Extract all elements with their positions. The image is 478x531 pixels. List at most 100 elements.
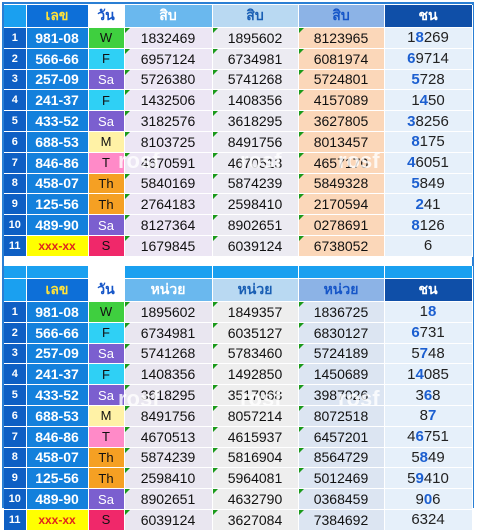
hit-highlight: 4: [415, 365, 424, 383]
number-cell: 257-09: [26, 69, 89, 91]
row-index: 5: [4, 110, 27, 132]
value-cell-2: 8057214: [212, 405, 299, 427]
hit-cell: 241: [384, 193, 473, 216]
table-row: 11 xxx-xx S 1679845 6039124 6738052 6: [4, 235, 473, 257]
value-cell-1: 5840169: [124, 173, 213, 195]
row-index: 6: [4, 131, 27, 153]
table-row: 4 241-37 F 1408356 1492850 1450689 14085: [4, 363, 473, 386]
hit-highlight: 6: [411, 324, 420, 342]
value-cell-2: 1408356: [212, 89, 299, 112]
hit-suffix: 085: [423, 365, 449, 383]
row-index: 3: [4, 69, 27, 91]
number-cell: 566-66: [26, 48, 89, 70]
hit-header: ชน: [384, 5, 473, 28]
table-row: 7 846-86 T 4670591 4670513 4657170 46051: [4, 152, 473, 174]
table-row: 8 458-07 Th 5874239 5816904 8564729 5849: [4, 447, 473, 469]
index-header: [4, 5, 27, 28]
hit-highlight: 8: [411, 216, 420, 234]
hit-cell: 6: [384, 235, 473, 257]
value-cell-1: 4670591: [124, 152, 213, 174]
hit-highlight: 4: [419, 91, 428, 109]
hit-highlight: 8: [415, 29, 424, 47]
hit-suffix: 731: [419, 324, 445, 342]
value-cell-1: 6039124: [124, 509, 213, 531]
gap-cell: [88, 266, 125, 279]
day-cell: F: [88, 322, 125, 344]
value-cell-3: 3627805: [298, 110, 385, 132]
value-cell-1: 5726380: [124, 69, 213, 91]
row-index: 9: [4, 467, 27, 490]
hit-highlight: 6: [415, 428, 424, 446]
hit-highlight: 8: [419, 448, 428, 466]
day-cell: S: [88, 235, 125, 257]
number-cell: 981-08: [26, 301, 89, 323]
hit-prefix: 1: [407, 29, 416, 47]
hit-suffix: 9714: [415, 50, 449, 68]
value-cell-3: 8564729: [298, 447, 385, 469]
hit-highlight: 5: [411, 174, 420, 192]
hit-cell: 6324: [384, 509, 473, 531]
hit-cell: 46751: [384, 426, 473, 448]
day-cell: Sa: [88, 343, 125, 365]
day-cell: Sa: [88, 488, 125, 510]
value-cell-3: 0278691: [298, 214, 385, 236]
number-cell: 433-52: [26, 384, 89, 406]
tens-header-2: สิบ: [212, 5, 299, 28]
value-cell-3: 1836725: [298, 301, 385, 323]
hit-prefix: 9: [415, 490, 424, 508]
day-cell: Th: [88, 193, 125, 216]
value-cell-1: 2598410: [124, 467, 213, 490]
value-cell-1: 1432506: [124, 89, 213, 112]
value-cell-2: 4670513: [212, 152, 299, 174]
value-cell-1: 2764183: [124, 193, 213, 216]
value-cell-3: 1450689: [298, 363, 385, 386]
number-cell: 688-53: [26, 405, 89, 427]
number-cell: 241-37: [26, 89, 89, 112]
value-cell-3: 8072518: [298, 405, 385, 427]
hit-suffix: 410: [423, 469, 449, 487]
day-cell: Th: [88, 173, 125, 195]
number-cell: 566-66: [26, 322, 89, 344]
hit-cell: 8126: [384, 214, 473, 236]
value-cell-1: 6734981: [124, 322, 213, 344]
table-row: 9 125-56 Th 2598410 5964081 5012469 59410: [4, 467, 473, 490]
hit-cell: 6731: [384, 322, 473, 344]
row-index: 4: [4, 363, 27, 386]
hit-suffix: 849: [419, 174, 445, 192]
hit-highlight: 8: [411, 133, 420, 151]
value-cell-3: 5724189: [298, 343, 385, 365]
hit-highlight: 7: [428, 407, 437, 425]
day-cell: M: [88, 131, 125, 153]
value-cell-2: 4632790: [212, 488, 299, 510]
table-row: 9 125-56 Th 2764183 2598410 2170594 241: [4, 193, 473, 216]
number-cell: 125-56: [26, 467, 89, 490]
value-cell-1: 1679845: [124, 235, 213, 257]
table-row: 2 566-66 F 6734981 6035127 6830127 6731: [4, 322, 473, 344]
number-cell: 458-07: [26, 447, 89, 469]
value-cell-2: 5783460: [212, 343, 299, 365]
value-cell-1: 8127364: [124, 214, 213, 236]
hit-suffix: 48: [428, 344, 445, 362]
row-index: 2: [4, 322, 27, 344]
value-cell-2: 1895602: [212, 27, 299, 49]
value-cell-2: 2598410: [212, 193, 299, 216]
value-cell-1: 1895602: [124, 301, 213, 323]
hit-cell: 5748: [384, 343, 473, 365]
hit-cell: 69714: [384, 48, 473, 70]
value-cell-2: 3627084: [212, 509, 299, 531]
row-index: 8: [4, 173, 27, 195]
day-cell: W: [88, 301, 125, 323]
hit-cell: 38256: [384, 110, 473, 132]
value-cell-1: 1832469: [124, 27, 213, 49]
hit-cell: 14085: [384, 363, 473, 386]
hit-highlight: 6: [423, 386, 433, 404]
table-row: 5 433-52 Sa 3182576 3618295 3627805 38256: [4, 110, 473, 132]
number-cell: xxx-xx: [26, 509, 89, 531]
value-cell-2: 8902651: [212, 214, 299, 236]
day-cell: Sa: [88, 69, 125, 91]
hit-header: ชน: [384, 278, 473, 302]
hit-prefix: 4: [407, 428, 416, 446]
hit-cell: 5849: [384, 173, 473, 195]
table-header-row: เลข วัน หน่วย หน่วย หน่วย ชน: [4, 278, 473, 302]
value-cell-2: 1849357: [212, 301, 299, 323]
